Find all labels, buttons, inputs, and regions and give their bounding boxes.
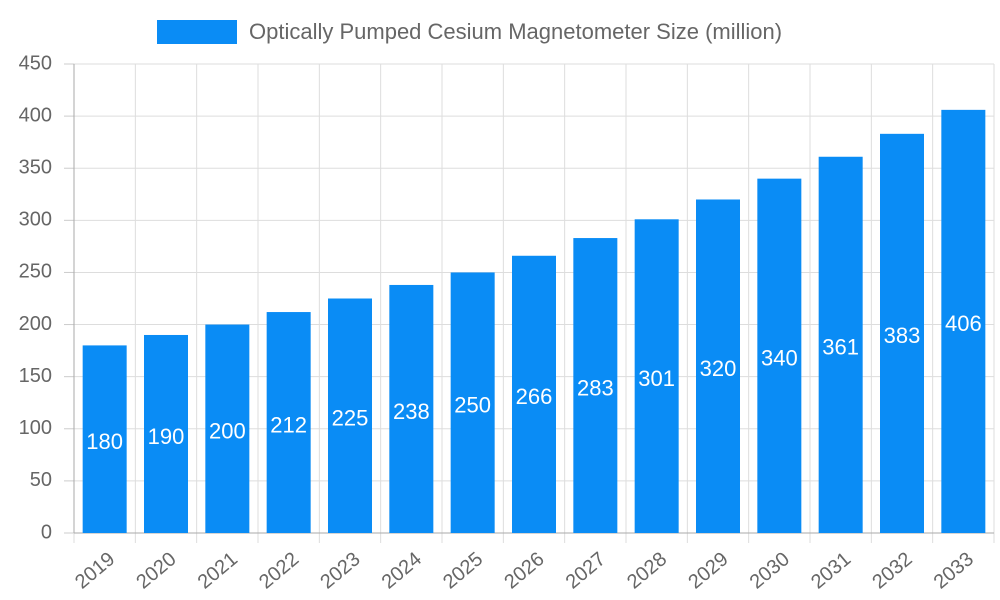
- x-tick-label: 2033: [930, 548, 978, 593]
- bar: [205, 324, 250, 533]
- legend-swatch: [157, 20, 237, 44]
- bar: [818, 156, 863, 533]
- data-label: 406: [945, 311, 982, 336]
- legend-label: Optically Pumped Cesium Magnetometer Siz…: [249, 19, 782, 44]
- bar: [573, 238, 618, 533]
- bar: [512, 255, 556, 533]
- data-label: 250: [454, 393, 491, 418]
- data-label: 283: [577, 375, 614, 400]
- bar: [266, 312, 311, 533]
- data-label: 190: [148, 424, 185, 449]
- x-tick-label: 2019: [71, 548, 119, 593]
- x-tick-label: 2030: [746, 548, 794, 593]
- y-tick-label: 100: [19, 417, 52, 439]
- y-tick-label: 400: [19, 104, 52, 126]
- y-tick-label: 250: [19, 261, 52, 283]
- y-tick-label: 350: [19, 157, 52, 179]
- x-tick-label: 2020: [132, 548, 180, 593]
- data-label: 200: [209, 419, 246, 444]
- x-tick-label: 2025: [439, 548, 487, 593]
- bar: [757, 178, 802, 533]
- x-tick-label: 2024: [378, 548, 426, 593]
- y-tick-label: 50: [30, 469, 52, 491]
- bar: [634, 219, 679, 533]
- y-tick-label: 200: [19, 313, 52, 335]
- y-tick-label: 300: [19, 209, 52, 231]
- bar: [389, 284, 434, 533]
- x-tick-label: 2023: [316, 548, 364, 593]
- data-label: 225: [332, 406, 369, 431]
- x-tick-label: 2031: [807, 548, 855, 593]
- bar: [696, 199, 740, 533]
- x-tick-label: 2028: [623, 548, 671, 593]
- data-label: 340: [761, 346, 798, 371]
- data-label: 212: [270, 412, 307, 437]
- bar: [144, 334, 188, 533]
- data-label: 361: [822, 335, 859, 360]
- bar: [941, 109, 986, 533]
- x-tick-label: 2027: [562, 548, 610, 593]
- data-label: 266: [516, 384, 553, 409]
- bar: [450, 272, 495, 533]
- x-tick-label: 2029: [684, 548, 732, 593]
- y-tick-label: 450: [19, 52, 52, 74]
- y-tick-label: 0: [41, 521, 52, 543]
- x-tick-label: 2026: [500, 548, 548, 593]
- x-tick-label: 2032: [868, 548, 916, 593]
- bar: [328, 298, 372, 533]
- bar: [880, 133, 924, 533]
- data-label: 320: [700, 356, 737, 381]
- data-label: 301: [638, 366, 675, 391]
- x-tick-label: 2022: [255, 548, 303, 593]
- data-label: 238: [393, 399, 430, 424]
- x-tick-label: 2021: [194, 548, 242, 593]
- data-label: 383: [884, 323, 921, 348]
- data-label: 180: [86, 429, 123, 454]
- bar: [82, 345, 127, 533]
- y-tick-label: 150: [19, 365, 52, 387]
